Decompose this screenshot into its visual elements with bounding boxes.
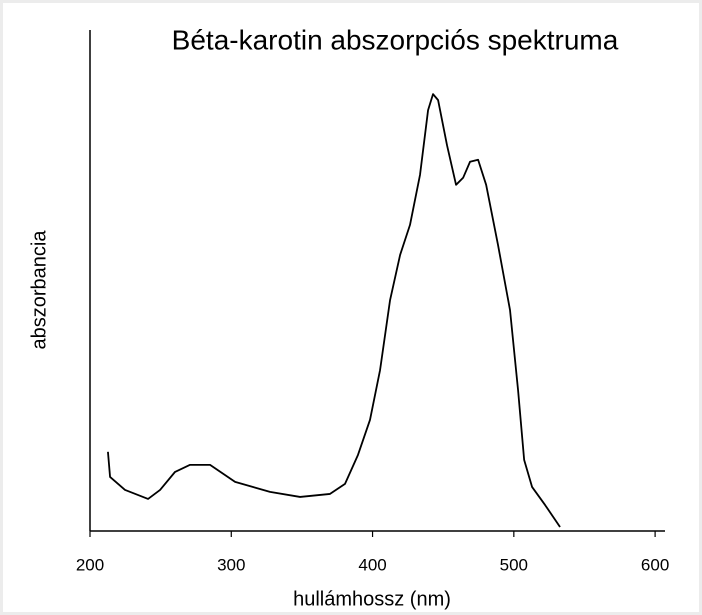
- chart-title: Béta-karotin abszorpciós spektruma: [172, 24, 619, 55]
- x-tick-label: 500: [500, 555, 528, 574]
- panel: [3, 3, 699, 612]
- spectrum-line: [107, 93, 561, 528]
- x-tick-label: 400: [358, 555, 386, 574]
- x-axis-label: hullámhossz (nm): [293, 588, 451, 610]
- x-tick-label: 600: [641, 555, 669, 574]
- y-axis-label: abszorbancia: [28, 230, 50, 350]
- x-tick-label: 200: [76, 555, 104, 574]
- x-tick-label: 300: [217, 555, 245, 574]
